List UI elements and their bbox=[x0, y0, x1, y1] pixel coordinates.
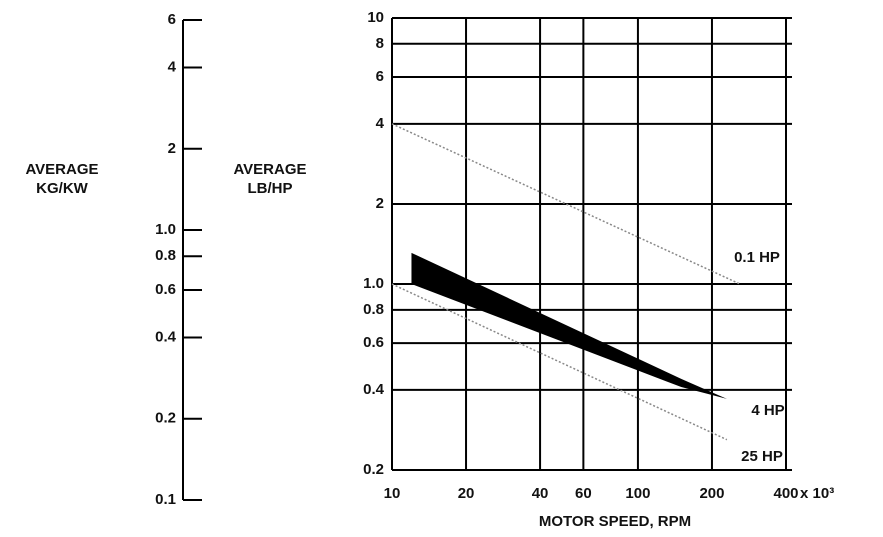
y-tick-label: 0.4 bbox=[363, 381, 385, 398]
x-tick-label: 20 bbox=[458, 485, 475, 502]
y-tick-label: 6 bbox=[376, 68, 384, 85]
series-label: 0.1 HP bbox=[734, 249, 780, 266]
y-axis-title: AVERAGE bbox=[233, 161, 306, 178]
y-tick-label: 1.0 bbox=[363, 275, 384, 292]
y2-tick-label: 2 bbox=[168, 140, 176, 157]
x-axis-title: MOTOR SPEED, RPM bbox=[539, 513, 691, 530]
y-tick-label: 10 bbox=[367, 9, 384, 26]
y2-tick-label: 0.4 bbox=[155, 328, 177, 345]
y-tick-label: 0.8 bbox=[363, 301, 384, 318]
series-label: 4 HP bbox=[751, 402, 784, 419]
x-tick-label: 60 bbox=[575, 485, 592, 502]
y2-axis-title: KG/KW bbox=[36, 180, 89, 197]
y-tick-label: 8 bbox=[376, 35, 384, 52]
y2-tick-label: 0.8 bbox=[155, 247, 176, 264]
y2-tick-label: 1.0 bbox=[155, 221, 176, 238]
y-axis-title: LB/HP bbox=[248, 180, 293, 197]
x-tick-label: 40 bbox=[532, 485, 549, 502]
y2-axis-title: AVERAGE bbox=[25, 161, 98, 178]
y-tick-label: 0.6 bbox=[363, 334, 384, 351]
y2-tick-label: 0.6 bbox=[155, 281, 176, 298]
series-label: 25 HP bbox=[741, 448, 783, 465]
x-multiplier: x 10³ bbox=[800, 485, 834, 502]
y-tick-label: 0.2 bbox=[363, 461, 384, 478]
x-tick-label: 400 bbox=[773, 485, 798, 502]
x-tick-label: 200 bbox=[699, 485, 724, 502]
y-tick-label: 4 bbox=[376, 115, 385, 132]
y2-tick-label: 0.2 bbox=[155, 410, 176, 427]
y-tick-label: 2 bbox=[376, 195, 384, 212]
x-tick-label: 10 bbox=[384, 485, 401, 502]
y2-tick-label: 0.1 bbox=[155, 491, 176, 508]
x-tick-label: 100 bbox=[625, 485, 650, 502]
series-line bbox=[391, 283, 728, 441]
y2-tick-label: 4 bbox=[168, 59, 177, 76]
band bbox=[411, 252, 727, 399]
y2-tick-label: 6 bbox=[168, 11, 176, 28]
